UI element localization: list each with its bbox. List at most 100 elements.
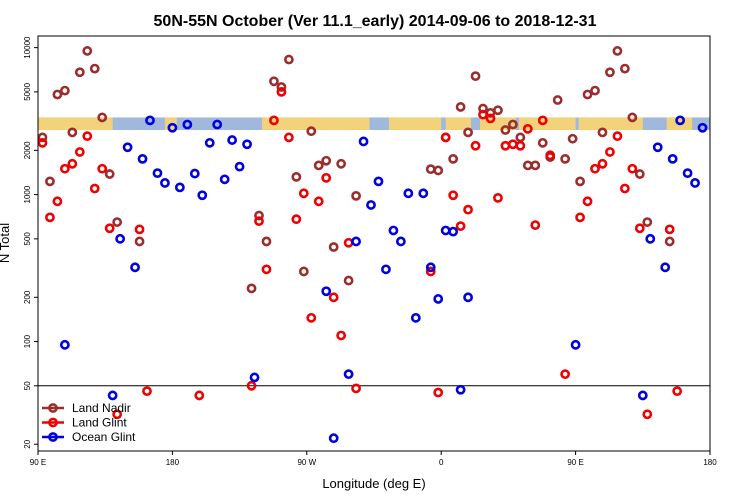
land-nadir-point	[328, 242, 339, 252]
ocean-glint-point	[682, 168, 693, 179]
ocean-glint-point	[115, 233, 126, 244]
ocean-glint-point	[197, 190, 208, 201]
ocean-glint-point	[418, 188, 429, 199]
ocean-glint-point	[697, 122, 708, 133]
land-nadir-point	[67, 127, 78, 138]
ocean-glint-point	[145, 115, 155, 126]
land-glint-point	[493, 192, 503, 203]
ocean-glint-point	[570, 339, 581, 350]
land-nadir-point	[642, 217, 653, 227]
land-nadir-point	[575, 176, 585, 187]
land-nadir-point	[246, 283, 257, 294]
ocean-glint-point	[174, 182, 185, 193]
y-tick-label: 5000	[23, 82, 32, 100]
land-glint-point	[97, 163, 108, 174]
data-points	[37, 46, 708, 444]
land-nadir-point	[567, 133, 578, 144]
y-tick-label: 500	[23, 232, 32, 246]
ocean-glint-point	[219, 174, 230, 185]
land-nadir-point	[433, 165, 444, 176]
land-glint-point	[478, 109, 488, 120]
chart-title: 50N-55N October (Ver 11.1_early) 2014-09…	[154, 13, 597, 30]
land-nadir-point	[291, 171, 302, 182]
land-nadir-point	[552, 95, 563, 105]
land-nadir-point	[605, 67, 615, 78]
ocean-glint-point	[351, 236, 361, 247]
y-axis-ticks: 20 50 100 200 500 1000 2000 5000 10000	[23, 36, 38, 449]
land-glint-point	[254, 216, 264, 227]
ocean-glint-point	[690, 178, 700, 188]
land-nadir-point	[104, 169, 115, 179]
ocean-glint-point	[130, 262, 140, 273]
land-band-segment	[445, 117, 472, 131]
land-nadir-point	[664, 236, 675, 247]
ocean-glint-point	[395, 236, 406, 247]
land-nadir-point	[89, 63, 100, 74]
ocean-glint-point	[373, 176, 384, 187]
land-glint-point	[261, 264, 272, 275]
land-nadir-point	[619, 63, 630, 74]
ocean-glint-point	[321, 286, 332, 297]
land-glint-point	[328, 292, 339, 303]
ocean-glint-point	[660, 262, 671, 273]
land-nadir-point	[597, 127, 608, 138]
ocean-glint-point	[249, 372, 260, 383]
land-nadir-point	[425, 164, 436, 175]
y-tick-label: 20	[23, 439, 32, 448]
land-nadir-point	[590, 85, 600, 96]
ocean-glint-point	[381, 264, 391, 275]
ocean-glint-point	[343, 369, 354, 380]
x-tick-label: 0	[439, 458, 444, 467]
ocean-glint-point	[425, 262, 436, 273]
ocean-glint-point	[234, 161, 245, 172]
land-band-segment	[262, 117, 370, 131]
y-tick-label: 10000	[23, 36, 32, 59]
land-glint-point	[194, 390, 205, 401]
land-nadir-point	[59, 85, 70, 96]
land-nadir-point	[82, 46, 93, 56]
land-glint-point	[343, 237, 354, 248]
land-glint-point	[664, 224, 675, 235]
land-nadir-point	[493, 105, 503, 116]
land-nadir-point	[627, 112, 638, 123]
land-glint-point	[283, 132, 294, 143]
ocean-glint-point	[160, 178, 170, 188]
plot-frame	[37, 35, 711, 452]
land-band-segment	[38, 117, 113, 131]
land-glint-point	[269, 115, 279, 126]
land-glint-point	[545, 150, 556, 161]
land-glint-point	[642, 409, 653, 420]
land-glint-point	[440, 132, 451, 143]
land-nadir-point	[261, 236, 272, 247]
land-glint-point	[112, 409, 123, 420]
land-nadir-point	[343, 275, 354, 286]
land-glint-point	[104, 223, 115, 234]
land-glint-point	[537, 115, 548, 126]
ocean-glint-point	[189, 168, 200, 179]
land-nadir-point	[269, 76, 279, 87]
ocean-glint-point	[448, 226, 459, 237]
ocean-glint-point	[637, 390, 648, 401]
ocean-glint-point	[388, 225, 399, 236]
land-nadir-point	[45, 176, 55, 187]
land-glint-point	[351, 383, 361, 394]
land-nadir-point	[500, 125, 511, 135]
legend-marker-land-glint	[48, 417, 58, 428]
land-glint-point	[485, 113, 496, 124]
ocean-glint-point	[107, 390, 118, 401]
y-tick-label: 2000	[23, 141, 32, 159]
land-band-segment	[518, 117, 576, 131]
ocean-glint-point	[433, 294, 444, 304]
legend-marker-ocean-glint	[48, 432, 58, 442]
land-nadir-point	[97, 112, 108, 123]
ocean-glint-point	[358, 136, 369, 147]
ocean-glint-point	[440, 225, 451, 236]
land-band-segment	[388, 117, 442, 131]
land-nadir-point	[52, 89, 63, 100]
land-glint-point	[590, 163, 600, 174]
land-glint-point	[134, 224, 145, 235]
x-tick-label: 90 E	[30, 458, 46, 467]
ocean-glint-point	[167, 122, 178, 133]
